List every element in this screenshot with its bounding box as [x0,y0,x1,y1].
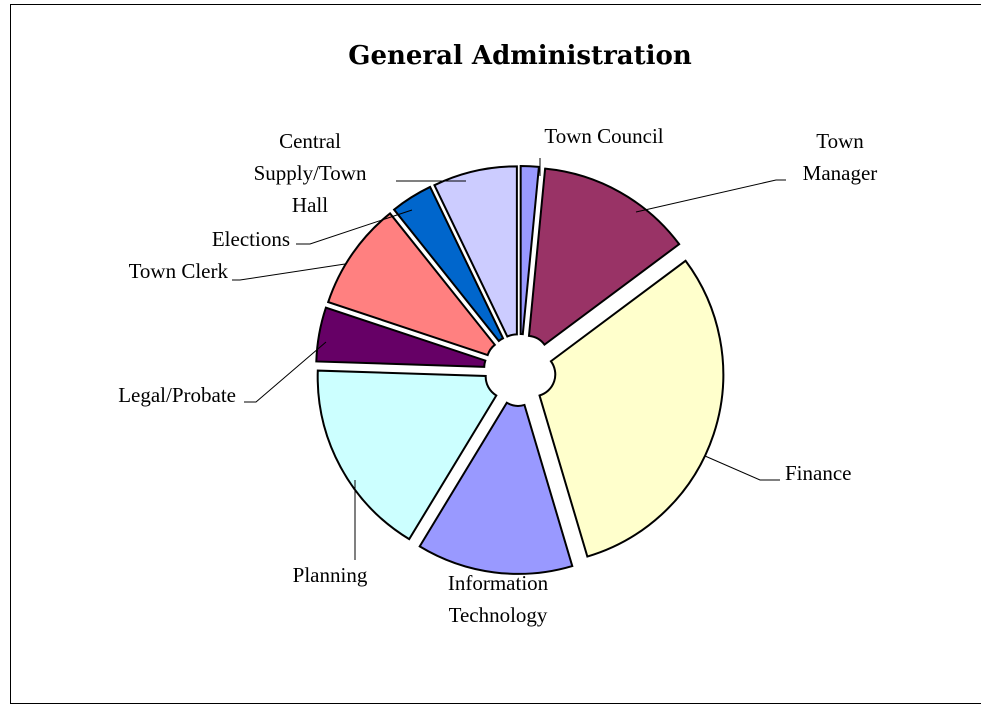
leader-line-town-manager [635,179,786,213]
slice-label-finance: Finance [785,461,851,485]
pie-slice-information-technology [418,401,574,575]
slice-label-legal-probate: Legal/Probate [118,383,236,407]
slice-label-information-technology: Information Technology [448,571,549,627]
chart-frame [10,4,981,704]
leader-line-town-clerk [232,263,346,281]
slice-label-elections: Elections [212,227,290,251]
chart-title: General Administration [348,41,692,71]
pie-slice-elections [392,185,505,343]
pie-slice-town-council [519,165,541,336]
pie-slice-planning [316,369,498,541]
pie-slice-town-clerk [326,212,497,357]
pie-slice-legal-probate [315,306,487,368]
pie-slice-town-manager [527,167,681,347]
slice-label-town-manager: Town Manager [803,129,878,185]
slice-label-town-clerk: Town Clerk [129,259,229,283]
pie-slice-finance [538,259,725,558]
leader-lines [232,158,786,560]
slice-labels: Town Council Town Manager Finance Informatio… [118,124,877,627]
slice-label-town-council: Town Council [544,124,663,148]
pie-chart: General Administration Town Council Town M… [118,41,877,627]
slice-label-central-supply-town-hall: Central Supply/Town Hall [254,129,367,217]
pie-slices [315,165,725,575]
slice-label-planning: Planning [293,563,368,587]
leader-line-finance [704,455,780,481]
leader-line-elections [296,209,413,245]
leader-line-legal-probate [244,341,327,403]
